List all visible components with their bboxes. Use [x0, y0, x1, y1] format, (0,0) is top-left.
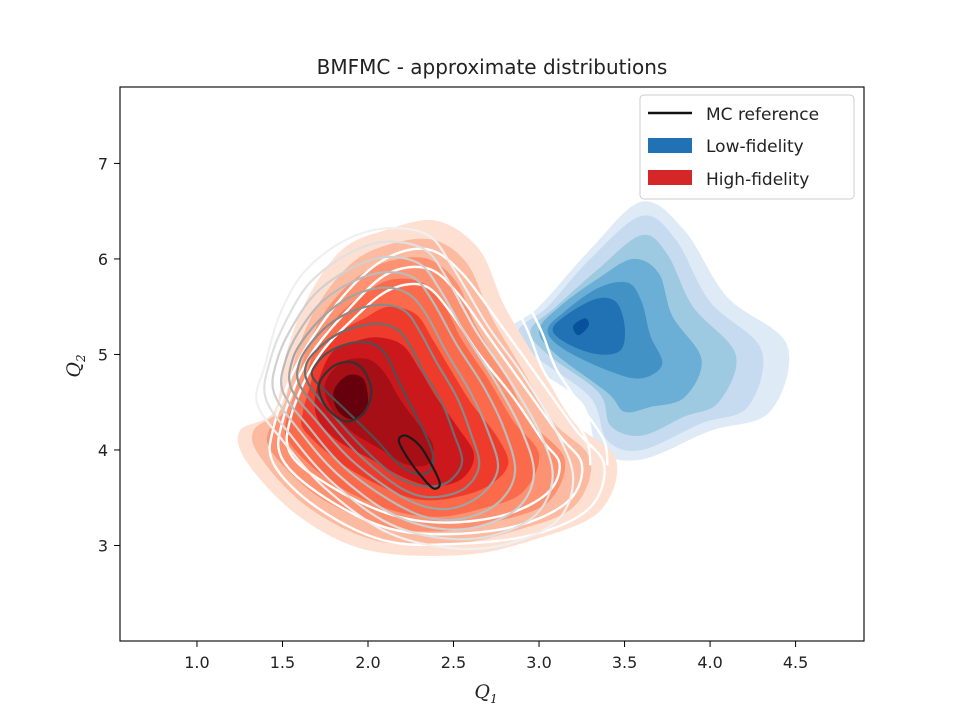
legend-low-fidelity-label: Low-fidelity [706, 137, 804, 157]
legend-high-fidelity-label: High-fidelity [706, 170, 809, 190]
high-fidelity-boundary-4 [469, 214, 609, 466]
low-fidelity-contours [507, 201, 790, 461]
legend-high-fidelity-swatch [648, 170, 692, 185]
y-tick-label: 3 [98, 536, 108, 555]
low-fidelity-contour-level-6 [552, 297, 626, 355]
mc-reference-contour-level-1 [255, 226, 575, 551]
y-tick-label: 4 [98, 441, 108, 460]
low-fidelity-contour-level-7 [573, 318, 589, 336]
plot-frame [119, 86, 865, 642]
y-axis-label: Q2 [63, 354, 88, 377]
x-tick-label: 3.5 [612, 653, 637, 672]
x-tick-label: 2.5 [441, 653, 466, 672]
y-tick-label: 7 [98, 154, 108, 173]
mc-reference-contour-level-8 [310, 340, 435, 476]
x-axis-label-subscript: 1 [490, 692, 498, 706]
high-fidelity-boundary-1 [268, 247, 606, 547]
mc-reference-contour-level-7 [303, 322, 464, 488]
x-tick-label: 2.0 [355, 653, 380, 672]
high-fidelity-boundary-5 [455, 214, 592, 466]
mc-reference-contour-level-10 [397, 434, 441, 490]
mc-reference-contours [255, 226, 575, 551]
mc-reference-contour-level-2 [263, 240, 554, 541]
legend-mc-reference-label: MC reference [706, 105, 819, 125]
x-tick-label: 4.0 [697, 653, 722, 672]
x-tick-label: 4.5 [783, 653, 808, 672]
x-axis-ticks: 1.0 1.5 2.0 2.5 3.0 3.5 4.0 4.5 [184, 641, 808, 672]
chart-title: BMFMC - approximate distributions [317, 55, 668, 79]
plot-area [237, 201, 790, 556]
y-axis-ticks: 3 4 5 6 7 [98, 154, 120, 555]
y-tick-label: 6 [98, 250, 108, 269]
x-tick-label: 3.0 [526, 653, 551, 672]
mc-reference-contour-level-4 [279, 271, 517, 522]
mc-reference-contour-level-6 [296, 303, 481, 499]
mc-reference-contour-level-3 [271, 255, 536, 531]
mc-reference-contour-level-9 [317, 360, 373, 423]
mc-reference-contour-level-5 [288, 286, 500, 511]
high-fidelity-contour-level-8 [333, 374, 369, 420]
legend-low-fidelity-swatch [648, 138, 692, 153]
x-tick-label: 1.0 [184, 653, 209, 672]
x-tick-label: 1.5 [270, 653, 295, 672]
x-axis-label: Q1 [474, 681, 497, 706]
y-axis-label-subscript: 2 [74, 354, 88, 363]
legend-box [639, 94, 855, 200]
legend: MC reference Low-fidelity High-fidelity [639, 94, 855, 200]
y-tick-label: 5 [98, 345, 108, 364]
